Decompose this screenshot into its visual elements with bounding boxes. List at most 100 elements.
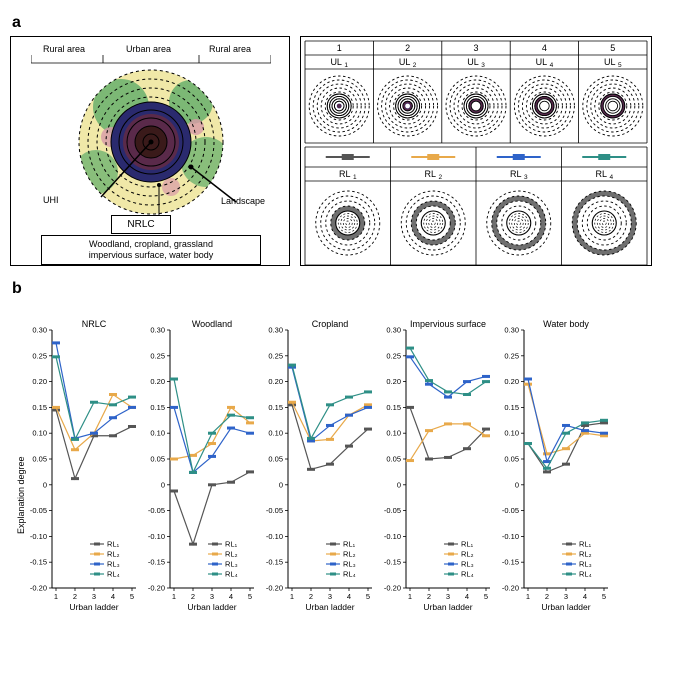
svg-text:UL: UL — [330, 57, 342, 67]
svg-text:0.10: 0.10 — [268, 429, 283, 438]
svg-text:5: 5 — [618, 62, 622, 69]
svg-text:RL₄: RL₄ — [461, 570, 474, 579]
svg-text:NRLC: NRLC — [82, 319, 107, 329]
svg-text:3: 3 — [210, 592, 214, 601]
svg-text:UL: UL — [399, 57, 411, 67]
svg-text:0.05: 0.05 — [32, 455, 47, 464]
svg-text:-0.10: -0.10 — [384, 532, 401, 541]
svg-text:3: 3 — [92, 592, 96, 601]
svg-text:4: 4 — [583, 592, 587, 601]
svg-text:0.05: 0.05 — [150, 455, 165, 464]
ul-rl-table: 1UL12UL23UL34UL45UL5RL1RL2RL3RL4 — [301, 37, 651, 265]
svg-text:RL₁: RL₁ — [343, 540, 356, 549]
nrlc-desc-2: impervious surface, water body — [44, 250, 258, 261]
chart-cropland: -0.20-0.15-0.10-0.0500.050.100.150.200.2… — [260, 316, 376, 616]
svg-text:-0.15: -0.15 — [266, 558, 283, 567]
chart-water-body: -0.20-0.15-0.10-0.0500.050.100.150.200.2… — [496, 316, 612, 616]
svg-text:2: 2 — [309, 592, 313, 601]
svg-text:RL₃: RL₃ — [225, 560, 238, 569]
svg-text:-0.15: -0.15 — [30, 558, 47, 567]
svg-text:-0.10: -0.10 — [30, 532, 47, 541]
svg-text:Urban ladder: Urban ladder — [541, 602, 590, 612]
svg-text:0: 0 — [43, 480, 47, 489]
svg-text:0.15: 0.15 — [386, 403, 401, 412]
svg-text:0.20: 0.20 — [386, 377, 401, 386]
nrlc-text: NRLC — [127, 219, 154, 230]
svg-text:0.15: 0.15 — [150, 403, 165, 412]
svg-text:-0.15: -0.15 — [148, 558, 165, 567]
svg-text:0.30: 0.30 — [386, 326, 401, 335]
chart-nrlc: -0.20-0.15-0.10-0.0500.050.100.150.200.2… — [24, 316, 140, 616]
svg-text:-0.20: -0.20 — [148, 584, 165, 593]
nrlc-box: NRLC — [111, 215, 171, 234]
svg-text:1: 1 — [408, 592, 412, 601]
svg-text:0: 0 — [515, 480, 519, 489]
svg-text:UL: UL — [467, 57, 479, 67]
svg-text:-0.15: -0.15 — [384, 558, 401, 567]
svg-text:-0.05: -0.05 — [502, 506, 519, 515]
svg-text:RL₁: RL₁ — [225, 540, 238, 549]
svg-text:UL: UL — [604, 57, 616, 67]
svg-text:1: 1 — [290, 592, 294, 601]
svg-text:2: 2 — [427, 592, 431, 601]
svg-text:0.25: 0.25 — [386, 351, 401, 360]
svg-text:RL₁: RL₁ — [461, 540, 474, 549]
svg-text:RL₁: RL₁ — [579, 540, 592, 549]
svg-text:0.30: 0.30 — [32, 326, 47, 335]
svg-text:2: 2 — [545, 592, 549, 601]
svg-text:RL₂: RL₂ — [225, 550, 238, 559]
svg-text:0.05: 0.05 — [268, 455, 283, 464]
svg-text:Woodland: Woodland — [192, 319, 232, 329]
svg-text:0.05: 0.05 — [386, 455, 401, 464]
svg-text:RL: RL — [424, 169, 436, 179]
svg-text:Urban ladder: Urban ladder — [69, 602, 118, 612]
svg-text:-0.15: -0.15 — [502, 558, 519, 567]
svg-text:5: 5 — [248, 592, 252, 601]
svg-text:-0.10: -0.10 — [502, 532, 519, 541]
svg-text:0.20: 0.20 — [32, 377, 47, 386]
nrlc-desc-1: Woodland, cropland, grassland — [44, 239, 258, 250]
panel-b-label: b — [12, 280, 671, 298]
svg-text:-0.20: -0.20 — [266, 584, 283, 593]
svg-text:RL₂: RL₂ — [107, 550, 120, 559]
nrlc-desc-box: Woodland, cropland, grassland impervious… — [41, 235, 261, 265]
svg-text:-0.20: -0.20 — [502, 584, 519, 593]
svg-text:-0.05: -0.05 — [266, 506, 283, 515]
urban-label: Urban area — [126, 45, 171, 54]
svg-text:Cropland: Cropland — [312, 319, 349, 329]
panel-a: Rural area Urban area Rural area — [10, 36, 671, 266]
svg-text:3: 3 — [564, 592, 568, 601]
svg-text:RL₂: RL₂ — [343, 550, 356, 559]
concentric-map — [41, 67, 261, 217]
svg-text:0.25: 0.25 — [150, 351, 165, 360]
svg-text:RL: RL — [339, 169, 351, 179]
panel-b: -0.20 -0.15 -0.10 -0.05 0 0.05 0.10 0.15 0.20 0.2… — [24, 316, 671, 616]
svg-text:-0.05: -0.05 — [148, 506, 165, 515]
svg-text:UL: UL — [536, 57, 548, 67]
svg-text:0: 0 — [397, 480, 401, 489]
panel-a-right: 1UL12UL23UL34UL45UL5RL1RL2RL3RL4 — [300, 36, 652, 266]
svg-text:3: 3 — [524, 174, 528, 181]
svg-text:RL₄: RL₄ — [579, 570, 592, 579]
svg-text:2: 2 — [73, 592, 77, 601]
svg-text:RL₁: RL₁ — [107, 540, 120, 549]
svg-text:-0.10: -0.10 — [148, 532, 165, 541]
svg-text:RL₄: RL₄ — [107, 570, 120, 579]
svg-text:Water body: Water body — [543, 319, 589, 329]
svg-text:2: 2 — [438, 174, 442, 181]
svg-text:0.15: 0.15 — [268, 403, 283, 412]
svg-text:RL₄: RL₄ — [343, 570, 356, 579]
svg-text:0.25: 0.25 — [32, 351, 47, 360]
svg-text:5: 5 — [484, 592, 488, 601]
svg-text:Urban ladder: Urban ladder — [305, 602, 354, 612]
svg-text:4: 4 — [542, 43, 547, 53]
svg-text:-0.20: -0.20 — [384, 584, 401, 593]
svg-text:4: 4 — [347, 592, 351, 601]
svg-text:RL₃: RL₃ — [107, 560, 120, 569]
svg-text:0: 0 — [279, 480, 283, 489]
svg-text:0.30: 0.30 — [268, 326, 283, 335]
svg-text:0.20: 0.20 — [268, 377, 283, 386]
svg-text:2: 2 — [191, 592, 195, 601]
svg-text:0.10: 0.10 — [504, 429, 519, 438]
svg-text:0.15: 0.15 — [504, 403, 519, 412]
